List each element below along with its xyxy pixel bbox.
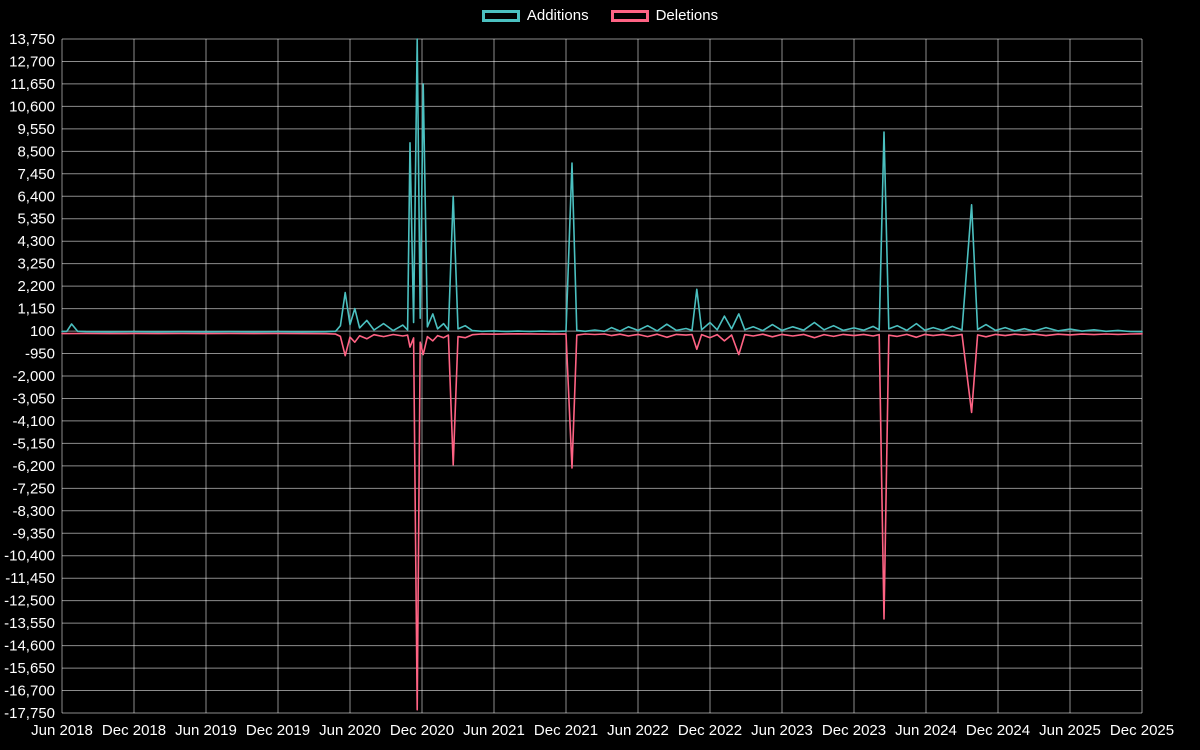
x-tick-label: Dec 2023 xyxy=(822,722,886,739)
legend-item-deletions[interactable]: Deletions xyxy=(610,7,719,25)
y-tick-label: 1,150 xyxy=(17,301,55,318)
y-tick-label: -16,700 xyxy=(4,683,55,700)
y-tick-label: -10,400 xyxy=(4,548,55,565)
y-tick-label: 7,450 xyxy=(17,166,55,183)
y-tick-label: 8,500 xyxy=(17,143,55,160)
x-axis-labels: Jun 2018 Dec 2018 Jun 2019 Dec 2019 Jun 2020… xyxy=(31,722,1174,739)
deletions-legend-label: Deletions xyxy=(655,7,719,24)
chart-legend: Additions Deletions xyxy=(0,7,1200,25)
y-tick-label: 6,400 xyxy=(17,188,55,205)
x-tick-label: Dec 2019 xyxy=(246,722,310,739)
x-tick-label: Dec 2020 xyxy=(390,722,454,739)
x-tick-label: Jun 2025 xyxy=(1039,722,1101,739)
y-tick-label: 11,650 xyxy=(10,76,55,93)
x-tick-label: Dec 2021 xyxy=(534,722,598,739)
x-tick-label: Jun 2018 xyxy=(31,722,93,739)
y-tick-label: -13,550 xyxy=(4,615,55,632)
y-tick-label: 5,350 xyxy=(17,211,55,228)
y-tick-label: 9,550 xyxy=(17,121,55,138)
deletions-line xyxy=(61,332,1143,711)
gridlines xyxy=(61,38,1143,714)
legend-item-additions[interactable]: Additions xyxy=(481,7,589,25)
x-tick-label: Jun 2019 xyxy=(175,722,237,739)
y-tick-label: -6,200 xyxy=(12,458,55,475)
y-tick-label: 2,200 xyxy=(17,278,55,295)
y-tick-label: -17,750 xyxy=(4,705,55,722)
deletions-legend-swatch xyxy=(610,10,649,22)
y-tick-label: -14,600 xyxy=(4,638,55,655)
y-tick-label: -950 xyxy=(25,346,55,363)
y-tick-label: -9,350 xyxy=(12,525,55,542)
y-tick-label: -3,050 xyxy=(12,390,55,407)
y-tick-label: 3,250 xyxy=(17,256,55,273)
y-tick-label: 10,600 xyxy=(9,98,55,115)
x-tick-label: Dec 2022 xyxy=(678,722,742,739)
x-tick-label: Jun 2020 xyxy=(319,722,381,739)
x-tick-label: Jun 2022 xyxy=(607,722,669,739)
x-tick-label: Dec 2018 xyxy=(102,722,166,739)
y-tick-label: -5,150 xyxy=(12,435,55,452)
y-tick-label: -2,000 xyxy=(12,368,55,385)
x-tick-label: Dec 2025 xyxy=(1110,722,1174,739)
y-tick-label: -4,100 xyxy=(12,413,55,430)
x-tick-label: Jun 2021 xyxy=(463,722,525,739)
x-tick-label: Dec 2024 xyxy=(966,722,1030,739)
y-tick-label: 12,700 xyxy=(9,53,55,70)
y-tick-label: -12,500 xyxy=(4,593,55,610)
x-tick-label: Jun 2024 xyxy=(895,722,957,739)
additions-legend-swatch xyxy=(481,10,520,22)
y-tick-label: -11,450 xyxy=(5,570,55,587)
data-series xyxy=(61,38,1143,711)
y-tick-label: -8,300 xyxy=(12,503,55,520)
y-tick-label: -7,250 xyxy=(12,480,55,497)
y-tick-label: 4,300 xyxy=(17,233,55,250)
additions-legend-label: Additions xyxy=(526,7,589,24)
y-axis-labels: -17,750 -16,700 -15,650 -14,600 -13,550 -12,5… xyxy=(4,31,55,722)
y-tick-label: -15,650 xyxy=(4,660,55,677)
x-tick-label: Jun 2023 xyxy=(751,722,813,739)
y-tick-label: 100 xyxy=(30,323,55,340)
additions-line xyxy=(61,38,1143,333)
y-tick-label: 13,750 xyxy=(9,31,55,48)
